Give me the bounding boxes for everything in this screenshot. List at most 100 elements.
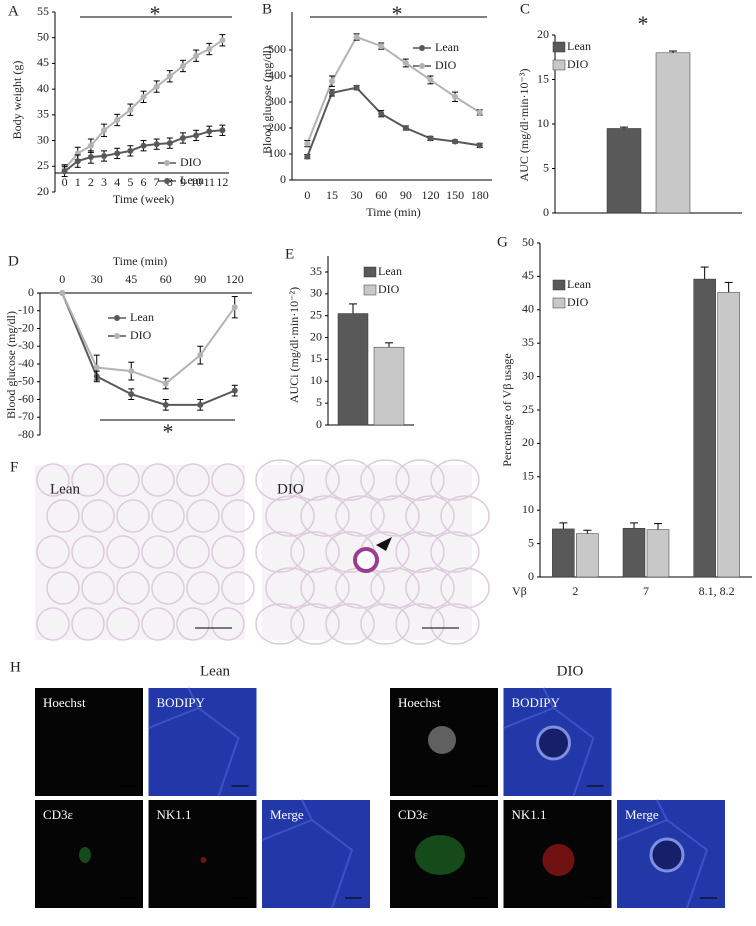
y-tick-label: 50 bbox=[522, 235, 534, 249]
adipocyte bbox=[176, 607, 210, 641]
adipocyte bbox=[151, 571, 185, 605]
y-tick-label: 5 bbox=[543, 160, 549, 174]
point bbox=[304, 140, 311, 147]
adipocyte bbox=[151, 499, 185, 533]
point bbox=[128, 368, 135, 375]
x-tick-label: 5 bbox=[127, 175, 133, 189]
x-tick-label: 120 bbox=[226, 272, 244, 286]
ring bbox=[649, 837, 685, 873]
adipocyte bbox=[405, 567, 455, 609]
channel-label: NK1.1 bbox=[512, 807, 547, 822]
point bbox=[328, 78, 335, 85]
point bbox=[87, 154, 94, 161]
y-tick-label: 10 bbox=[310, 373, 322, 387]
y-tick-label: 40 bbox=[522, 302, 534, 316]
y-tick-label: 100 bbox=[268, 146, 286, 160]
panel-letter: C bbox=[520, 1, 530, 17]
y-tick-label: 35 bbox=[310, 264, 322, 278]
point bbox=[231, 387, 238, 394]
point bbox=[162, 380, 169, 387]
adipocyte bbox=[81, 499, 115, 533]
significance: * bbox=[150, 1, 161, 26]
channel-label: CD3ε bbox=[43, 807, 74, 822]
y-tick-label: 30 bbox=[522, 368, 534, 382]
point bbox=[127, 106, 134, 113]
y-tick-label: 300 bbox=[268, 94, 286, 108]
nk-signal bbox=[542, 844, 575, 876]
adipocyte bbox=[36, 463, 70, 497]
y-tick-label: 0 bbox=[316, 417, 322, 431]
x-tick-label: 1 bbox=[75, 175, 81, 189]
x-axis-title: Time (min) bbox=[113, 254, 168, 268]
bar bbox=[693, 278, 716, 578]
panel-letter: A bbox=[8, 3, 19, 19]
adipocyte bbox=[186, 571, 220, 605]
point bbox=[87, 142, 94, 149]
point bbox=[61, 168, 68, 175]
channel-label: Merge bbox=[270, 807, 304, 822]
x-tick-label: 12 bbox=[216, 175, 228, 189]
adipocyte bbox=[440, 567, 490, 609]
x-tick-label: 9 bbox=[180, 175, 186, 189]
y-axis-title: Body weight (g) bbox=[10, 61, 24, 140]
channel-label: BODIPY bbox=[512, 695, 561, 710]
y-tick-label: 35 bbox=[37, 107, 49, 121]
x-tick-label: 60 bbox=[160, 272, 172, 286]
bar bbox=[717, 292, 740, 578]
point bbox=[93, 364, 100, 371]
adipocyte bbox=[106, 535, 140, 569]
significance: * bbox=[392, 1, 403, 26]
line bbox=[306, 86, 480, 157]
x-tick-label: 30 bbox=[351, 188, 363, 202]
x-tick-label: 6 bbox=[141, 175, 147, 189]
line bbox=[61, 292, 236, 385]
channel-label: Hoechst bbox=[398, 695, 441, 710]
y-tick-label: 15 bbox=[537, 71, 549, 85]
y-axis-title: AUC (mg/dl·min·10⁻³) bbox=[517, 69, 531, 182]
legend-label: DIO bbox=[567, 295, 589, 309]
bar bbox=[552, 528, 575, 578]
adipocyte bbox=[290, 459, 340, 501]
point bbox=[402, 125, 409, 131]
adipocyte bbox=[106, 607, 140, 641]
point bbox=[153, 141, 160, 148]
y-tick-label: 15 bbox=[310, 351, 322, 365]
point bbox=[197, 401, 204, 408]
y-tick-label: 10 bbox=[522, 502, 534, 516]
micrograph bbox=[35, 688, 143, 796]
point bbox=[328, 89, 335, 96]
x-tick-label: 7 bbox=[154, 175, 160, 189]
channel-label: NK1.1 bbox=[157, 807, 192, 822]
legend-swatch bbox=[552, 297, 566, 309]
adipocyte bbox=[106, 463, 140, 497]
adipocyte bbox=[300, 495, 350, 537]
adipocyte bbox=[116, 499, 150, 533]
adipocyte bbox=[36, 607, 70, 641]
adipocyte bbox=[290, 531, 340, 573]
adipocyte bbox=[300, 567, 350, 609]
adipocyte bbox=[46, 571, 80, 605]
bar bbox=[576, 533, 599, 578]
y-tick-label: -70 bbox=[18, 409, 34, 423]
point bbox=[206, 46, 213, 53]
y-tick-label: 20 bbox=[537, 27, 549, 41]
panel-letter: G bbox=[497, 234, 508, 250]
crown-structure bbox=[353, 547, 379, 573]
adipocyte bbox=[211, 607, 245, 641]
y-tick-label: -20 bbox=[18, 320, 34, 334]
y-tick-label: 40 bbox=[37, 81, 49, 95]
point bbox=[378, 110, 385, 117]
adipocyte bbox=[141, 607, 175, 641]
legend-label: DIO bbox=[435, 58, 457, 72]
adipocyte bbox=[290, 603, 340, 645]
y-tick-label: 45 bbox=[37, 55, 49, 69]
adipocyte bbox=[430, 459, 480, 501]
point bbox=[304, 153, 311, 160]
adipocyte bbox=[255, 603, 305, 645]
bar bbox=[655, 52, 691, 214]
x-tick-label: 2 bbox=[572, 584, 578, 598]
panel-letter: E bbox=[285, 246, 294, 262]
x-tick-label: 11 bbox=[203, 175, 215, 189]
y-tick-label: 0 bbox=[528, 569, 534, 583]
x-tick-label: 90 bbox=[194, 272, 206, 286]
